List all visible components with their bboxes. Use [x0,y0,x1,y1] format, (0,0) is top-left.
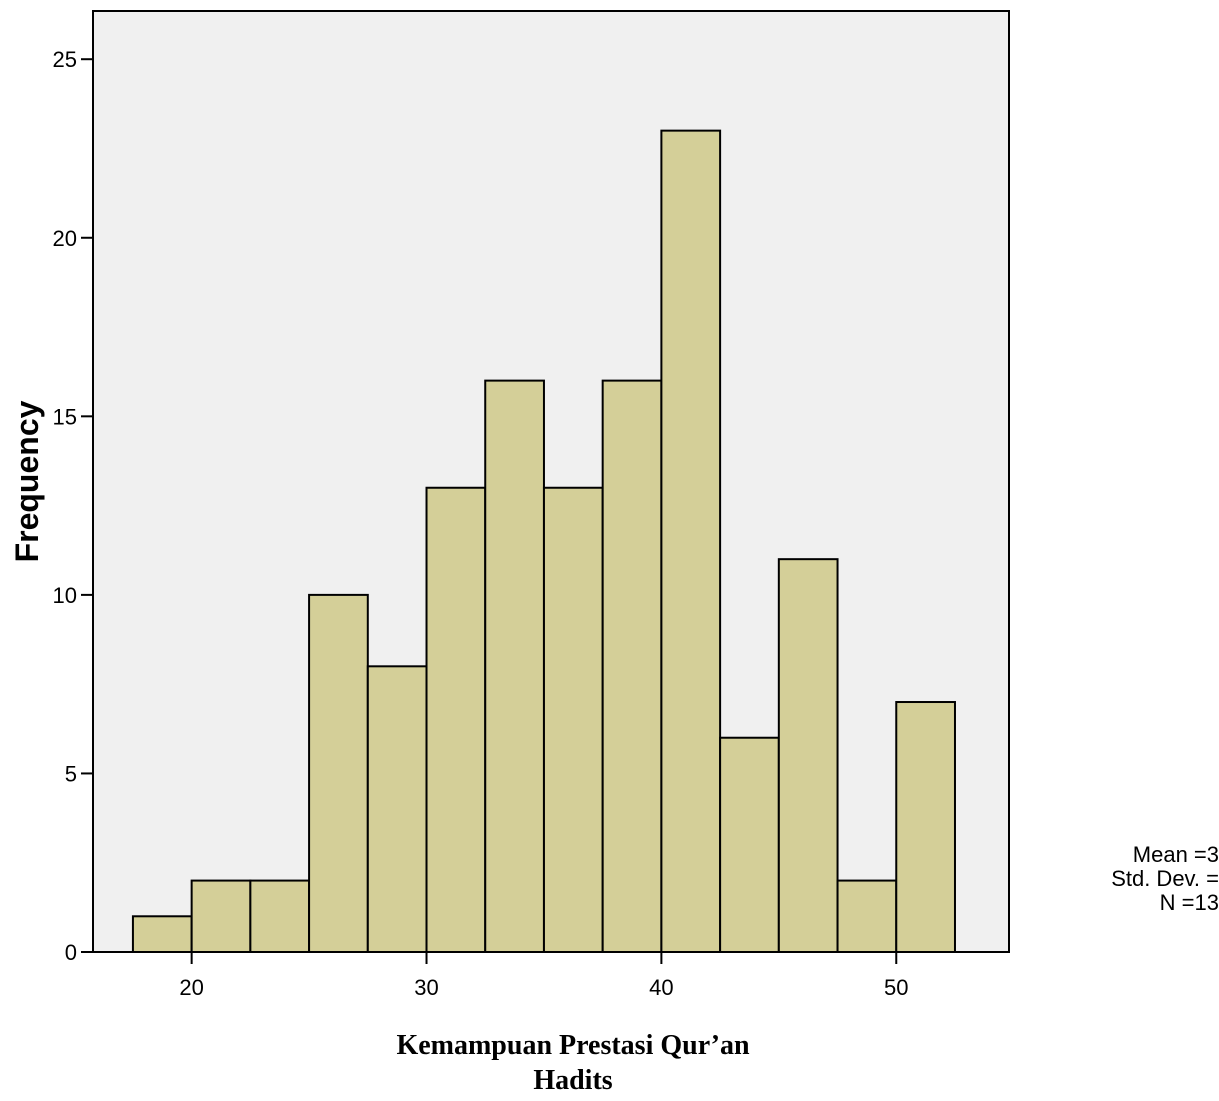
histogram-bar-9 [660,129,722,953]
stats-n: N =13 [1160,890,1219,915]
histogram-bar-13 [895,701,956,953]
histogram-bar-12 [836,879,898,953]
histogram-bar-5 [425,486,487,953]
x-axis: 20 30 40 50 [179,952,909,1000]
histogram-bar-8 [601,379,663,953]
y-axis-title: Frequency [9,400,45,562]
histogram-bar-0 [131,915,193,954]
stats-std-dev: Std. Dev. = [1111,866,1219,891]
y-axis: 0 5 10 15 20 25 [53,47,93,965]
histogram-bar-11 [777,558,839,953]
histogram-bar-4 [366,665,428,953]
y-tick-label: 10 [53,583,77,608]
y-tick-label: 5 [65,761,77,786]
x-tick-label: 50 [884,975,908,1000]
histogram-bar-3 [308,593,369,954]
x-tick-label: 20 [179,975,203,1000]
y-tick-label: 25 [53,47,77,72]
histogram-bar-2 [249,879,311,953]
histogram-bars [131,129,956,954]
y-tick-label: 20 [53,226,77,251]
statistics-legend: Mean =3 Std. Dev. = N =13 [1111,842,1219,915]
histogram-bar-1 [190,879,252,953]
histogram-bar-10 [719,736,780,953]
histogram-bar-7 [542,486,604,953]
y-tick-label: 15 [53,404,77,429]
x-axis-title-line-1: Kemampuan Prestasi Qur’an [396,1030,750,1061]
x-tick-label: 40 [649,975,673,1000]
histogram-bar-6 [484,379,545,953]
y-tick-label: 0 [65,940,77,965]
stats-mean: Mean =3 [1133,842,1219,867]
x-tick-label: 30 [414,975,438,1000]
x-axis-title-line-2: Hadits [533,1065,612,1096]
